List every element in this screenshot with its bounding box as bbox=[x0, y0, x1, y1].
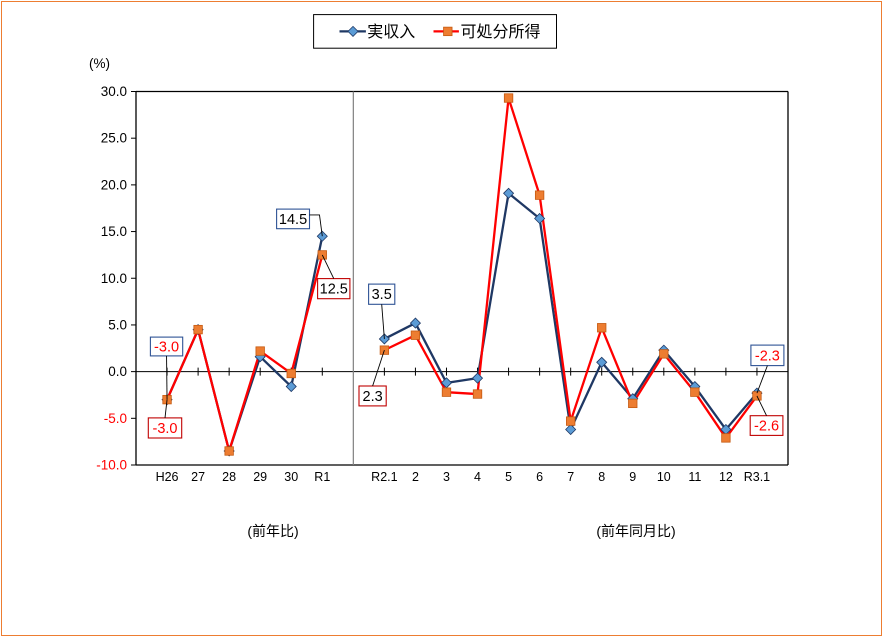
svg-text:2.3: 2.3 bbox=[363, 389, 383, 405]
svg-text:14.5: 14.5 bbox=[279, 212, 307, 228]
svg-text:H26: H26 bbox=[156, 470, 179, 484]
svg-text:12.5: 12.5 bbox=[320, 282, 348, 298]
svg-text:5: 5 bbox=[505, 470, 512, 484]
svg-text:-2.3: -2.3 bbox=[755, 348, 780, 364]
svg-text:25.0: 25.0 bbox=[101, 131, 127, 146]
svg-text:10.0: 10.0 bbox=[101, 271, 127, 286]
svg-text:6: 6 bbox=[536, 470, 543, 484]
svg-text:R2.1: R2.1 bbox=[371, 470, 397, 484]
svg-text:4: 4 bbox=[474, 470, 481, 484]
svg-text:-3.0: -3.0 bbox=[154, 340, 179, 356]
svg-text:9: 9 bbox=[629, 470, 636, 484]
svg-text:可処分所得: 可処分所得 bbox=[461, 23, 541, 41]
svg-text:10: 10 bbox=[657, 470, 671, 484]
svg-text:27: 27 bbox=[191, 470, 205, 484]
svg-text:30: 30 bbox=[284, 470, 298, 484]
svg-text:3.5: 3.5 bbox=[372, 287, 392, 303]
svg-text:5.0: 5.0 bbox=[108, 317, 127, 332]
svg-text:-10.0: -10.0 bbox=[96, 458, 127, 473]
svg-text:30.0: 30.0 bbox=[101, 84, 127, 99]
svg-text:3: 3 bbox=[443, 470, 450, 484]
svg-text:7: 7 bbox=[567, 470, 574, 484]
svg-text:-5.0: -5.0 bbox=[104, 411, 127, 426]
svg-text:0.0: 0.0 bbox=[108, 364, 127, 379]
svg-text:R3.1: R3.1 bbox=[744, 470, 770, 484]
svg-text:-2.6: -2.6 bbox=[754, 419, 779, 435]
svg-text:28: 28 bbox=[222, 470, 236, 484]
svg-text:29: 29 bbox=[253, 470, 267, 484]
svg-text:8: 8 bbox=[598, 470, 605, 484]
svg-text:R1: R1 bbox=[314, 470, 330, 484]
svg-text:11: 11 bbox=[688, 470, 701, 484]
svg-text:15.0: 15.0 bbox=[101, 224, 127, 239]
svg-text:(%): (%) bbox=[89, 56, 110, 71]
svg-text:20.0: 20.0 bbox=[101, 177, 127, 192]
svg-text:12: 12 bbox=[719, 470, 733, 484]
svg-text:2: 2 bbox=[412, 470, 419, 484]
svg-text:-3.0: -3.0 bbox=[153, 421, 178, 437]
svg-text:(前年比): (前年比) bbox=[247, 523, 298, 539]
svg-text:実収入: 実収入 bbox=[367, 23, 415, 41]
svg-text:(前年同月比): (前年同月比) bbox=[596, 523, 675, 539]
